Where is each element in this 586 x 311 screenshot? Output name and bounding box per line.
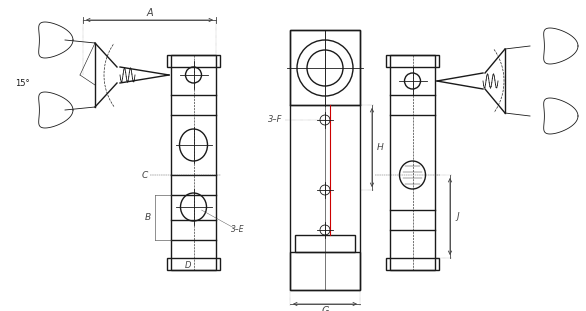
Text: A: A bbox=[146, 8, 153, 18]
Text: D: D bbox=[185, 262, 192, 271]
Text: 15°: 15° bbox=[15, 78, 29, 87]
Text: J: J bbox=[456, 212, 459, 221]
Bar bbox=[167, 55, 220, 67]
Text: 3–E: 3–E bbox=[231, 225, 245, 234]
Bar bbox=[167, 258, 220, 270]
Text: B: B bbox=[145, 213, 151, 222]
Bar bbox=[386, 55, 439, 67]
Bar bbox=[390, 55, 435, 270]
Text: 3–F: 3–F bbox=[267, 115, 282, 124]
Text: H: H bbox=[377, 143, 383, 152]
Bar bbox=[290, 30, 360, 290]
Text: G: G bbox=[321, 306, 329, 311]
Bar bbox=[295, 235, 355, 252]
Bar bbox=[290, 30, 360, 105]
Bar bbox=[290, 252, 360, 290]
Bar bbox=[171, 55, 216, 270]
Bar bbox=[386, 258, 439, 270]
Text: C: C bbox=[142, 170, 148, 179]
